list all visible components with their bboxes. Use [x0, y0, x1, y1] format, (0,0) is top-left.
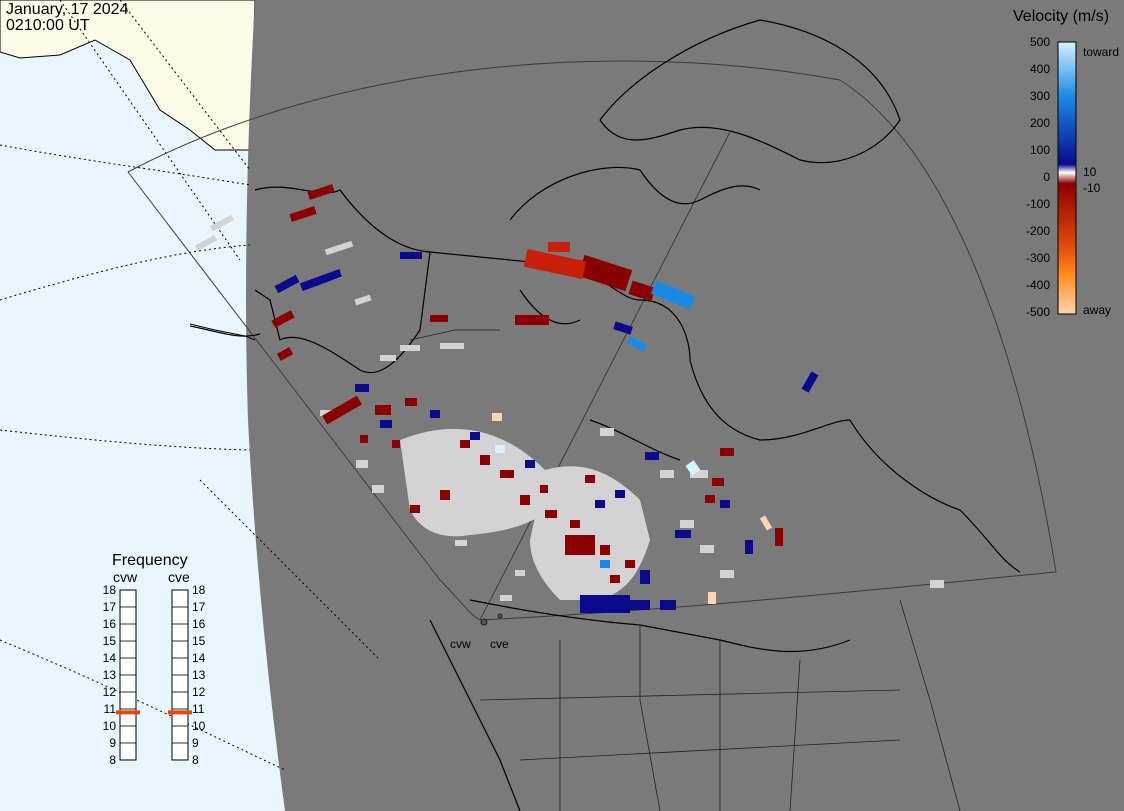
away-echoes-strong [523, 242, 587, 280]
frequency-tick-label: 10 [103, 719, 117, 733]
night-region [246, 0, 1124, 811]
frequency-tick-label: 9 [109, 736, 116, 750]
fov-outline [127, 60, 1057, 621]
velocity-title: Velocity (m/s) [1013, 8, 1109, 25]
velocity-tick-label: -400 [1026, 278, 1050, 292]
velocity-tick-label: -100 [1026, 197, 1050, 211]
velocity-ticks: 500 400 300 200 100 0 -100 -200 -300 -400 -500 [1026, 35, 1050, 319]
frequency-title: Frequency [112, 552, 188, 569]
time-label: 0210:00 UT [6, 17, 90, 34]
away-label: away [1083, 303, 1111, 317]
frequency-tick-label: 14 [103, 651, 117, 665]
away-echoes [271, 184, 783, 583]
velocity-tick-label: -500 [1026, 305, 1050, 319]
velocity-gradient [1057, 41, 1077, 315]
velocity-tick-label: 200 [1030, 116, 1050, 130]
velocity-tick-label: 500 [1030, 35, 1050, 49]
frequency-tick-label: 16 [192, 617, 206, 631]
frequency-marker-cvw [116, 710, 140, 715]
frequency-column-cve: 18 17 16 15 14 13 12 11 10 9 8 [168, 583, 206, 767]
date-label: January, 17 2024 [6, 1, 129, 18]
frequency-panel: Frequency cvw cve 18 17 16 15 14 13 12 11 10 9 8 1… [103, 552, 206, 767]
frequency-marker-cve [168, 710, 192, 715]
frequency-tick-label: 12 [103, 685, 117, 699]
velocity-tick-label: 400 [1030, 62, 1050, 76]
frequency-tick-label: 15 [103, 634, 117, 648]
political-borders [409, 329, 961, 811]
frequency-tick-label: 13 [192, 668, 206, 682]
frequency-tick-label: 17 [103, 600, 117, 614]
radar-label-cve: cve [490, 637, 509, 651]
away-echoes-high [492, 413, 773, 604]
velocity-tick-label: 100 [1030, 143, 1050, 157]
frequency-tick-label: 11 [192, 702, 205, 716]
frequency-column-cvw: 18 17 16 15 14 13 12 11 10 9 8 [103, 583, 140, 767]
toward-echoes [274, 252, 819, 613]
frequency-tick-label: 13 [103, 668, 117, 682]
radar-sites: cvw cve [450, 613, 509, 651]
frequency-tick-label: 17 [192, 600, 206, 614]
toward-label: toward [1083, 45, 1119, 59]
neg-threshold-label: -10 [1083, 181, 1101, 195]
frequency-tick-label: 16 [103, 617, 117, 631]
radar-site-cvw [480, 618, 488, 626]
frequency-tick-label: 8 [192, 753, 199, 767]
velocity-tick-label: -300 [1026, 251, 1050, 265]
frequency-tick-label: 14 [192, 651, 206, 665]
ground-scatter [194, 214, 944, 601]
frequency-tick-label: 12 [192, 685, 206, 699]
velocity-tick-label: 0 [1043, 170, 1050, 184]
frequency-tick-label: 9 [192, 736, 199, 750]
frequency-tick-label: 15 [192, 634, 206, 648]
frequency-tick-label: 18 [192, 583, 206, 597]
frequency-tick-label: 18 [103, 583, 117, 597]
frequency-tick-label: 11 [104, 702, 117, 716]
frequency-tick-label: 8 [109, 753, 116, 767]
frequency-tick-label: 10 [192, 719, 206, 733]
frequency-radar-cve: cve [168, 569, 190, 585]
velocity-tick-label: -200 [1026, 224, 1050, 238]
island-chain [189, 323, 256, 341]
day-graticule [0, 0, 381, 771]
velocity-colorbar: Velocity (m/s) 500 400 300 200 100 0 -100 -200 -… [1013, 8, 1119, 319]
frequency-radar-cvw: cvw [113, 569, 138, 585]
toward-echoes-high [495, 445, 701, 476]
radar-site-cve [497, 613, 503, 619]
velocity-tick-label: 300 [1030, 89, 1050, 103]
radar-label-cvw: cvw [450, 637, 471, 651]
toward-echoes-strong [600, 280, 696, 568]
pos-threshold-label: 10 [1083, 165, 1097, 179]
